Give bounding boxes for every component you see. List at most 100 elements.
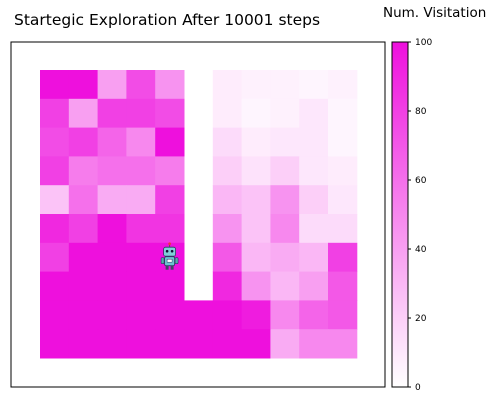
heatmap-cell [241,329,271,359]
heatmap-cell [270,185,300,215]
heatmap-cell [212,98,243,129]
heatmap-cell [299,156,329,186]
heatmap-cell [126,300,156,330]
heatmap-cell [328,271,358,301]
heatmap-cell [241,127,271,157]
heatmap-cell [270,329,300,359]
heatmap-cell [155,271,185,301]
heatmap-cell [97,300,127,330]
heatmap-cell [270,271,300,301]
heatmap-cell [241,214,271,244]
heatmap-cell [97,242,127,273]
heatmap-cell [270,156,300,186]
colorbar-tick-label: 100 [415,38,432,48]
heatmap-cell [40,98,70,129]
heatmap-cell [299,185,329,215]
heatmap-cell [97,127,127,157]
heatmap-cell [299,98,329,129]
heatmap-cell [126,98,156,129]
heatmap-cell [97,156,127,186]
heatmap-cell [68,127,99,157]
heatmap-cell [270,127,300,157]
heatmap-cell [126,156,156,186]
heatmap-cell [328,329,358,359]
heatmap-cell [155,329,185,359]
heatmap-cell [155,156,185,186]
heatmap-cell [270,70,300,100]
heatmap-cell [212,70,243,100]
heatmap-cell [68,300,99,330]
heatmap-cell [328,214,358,244]
heatmap-cell [155,98,185,129]
heatmap-cell [68,98,99,129]
heatmap-cell [270,214,300,244]
heatmap-cell [328,156,358,186]
agent-layer [160,242,179,270]
heatmap-cell [68,271,99,301]
heatmap-cell [241,98,271,129]
heatmap-cell [184,329,214,359]
heatmap-cell [184,300,214,330]
heatmap-cell [126,185,156,215]
heatmap-cell [299,242,329,273]
heatmap-cell [241,70,271,100]
heatmap-cell [241,156,271,186]
heatmap-cell [126,271,156,301]
heatmap-cell [97,98,127,129]
heatmap-cell [155,70,185,100]
heatmap-cell [241,300,271,330]
heatmap-cell [97,329,127,359]
heatmap-cell [212,271,243,301]
heatmap-cell [270,98,300,129]
heatmap-cell [212,127,243,157]
heatmap-cell [68,185,99,215]
colorbar-tick-label: 60 [415,176,427,186]
heatmap-cell [68,329,99,359]
heatmap-cell [155,214,185,244]
colorbar-ticks: 0 20 40 60 80 100 [408,38,432,393]
heatmap-cell [328,185,358,215]
heatmap-cell [299,214,329,244]
heatmap-cell [40,329,70,359]
heatmap-cell [299,300,329,330]
heatmap-cell [155,300,185,330]
heatmap-cell [270,300,300,330]
heatmap-cell [270,242,300,273]
heatmap-cell [212,242,243,273]
heatmap-cell [212,214,243,244]
heatmap-cell [126,127,156,157]
heatmap-cell [299,70,329,100]
heatmap-cell [40,214,70,244]
heatmap-cell [241,185,271,215]
heatmap-cell [97,214,127,244]
colorbar-label: Num. Visitation [383,5,487,21]
heatmap-cell [126,329,156,359]
colorbar [391,41,409,388]
heatmap-cell [328,98,358,129]
heatmap-cell [212,185,243,215]
colorbar-tick-label: 20 [415,314,427,324]
heatmap-cell [299,329,329,359]
heatmap-cell [97,271,127,301]
heatmap-cell [97,185,127,215]
heatmap-cell [97,70,127,100]
heatmap-cell [68,70,99,100]
heatmap-cell [126,214,156,244]
robot-icon [160,242,179,270]
heatmap-cell [40,242,70,273]
colorbar-tick-label: 0 [415,383,421,393]
colorbar-tick-label: 40 [415,245,427,255]
heatmap-cell [212,156,243,186]
heatmap-cell [241,242,271,273]
heatmap-cell [328,70,358,100]
heatmap-cells [40,70,358,359]
heatmap-cell [68,156,99,186]
heatmap-cell [155,127,185,157]
heatmap-cell [328,242,358,273]
heatmap-cell [68,242,99,273]
heatmap-cell [212,300,243,330]
heatmap-cell [40,271,70,301]
heatmap-cell [328,300,358,330]
heatmap-cell [40,127,70,157]
chart-title: Startegic Exploration After 10001 steps [14,11,321,29]
